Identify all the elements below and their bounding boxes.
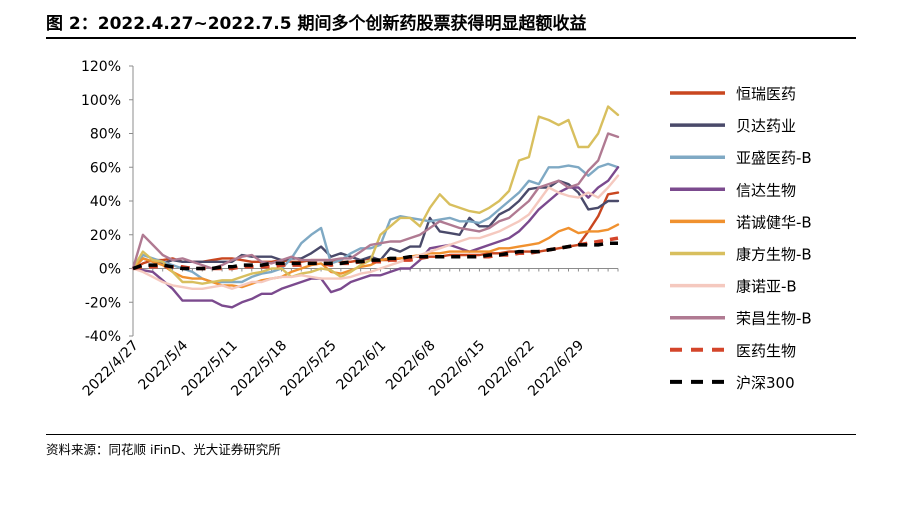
series-line-4 — [131, 166, 620, 309]
title-rule — [46, 37, 856, 39]
legend-label-5: 诺诚健华-B — [736, 213, 812, 231]
source-note: 资料来源：同花顺 iFinD、光大证券研究所 — [46, 442, 281, 457]
y-tick-label: 0% — [99, 262, 121, 278]
series-line-10 — [132, 241, 618, 271]
chart-series-lines — [131, 105, 620, 309]
legend-label-4: 信达生物 — [736, 181, 796, 199]
x-tick-label: 2022/6/1 — [333, 338, 389, 394]
legend-label-10: 沪深300 — [736, 374, 795, 392]
legend-label-6: 康方生物-B — [736, 246, 812, 264]
y-tick-label: 80% — [90, 127, 121, 143]
line-chart: -40% -20% 0% 20% 40% 60% 80% 100% 120% 2022/4/27 2… — [80, 59, 812, 400]
y-tick-label: 60% — [90, 160, 121, 176]
legend-label-8: 荣昌生物-B — [736, 310, 812, 328]
y-tick-label: 40% — [90, 194, 121, 210]
series-line-6 — [131, 105, 620, 285]
legend-label-2: 贝达药业 — [736, 117, 796, 135]
legend-label-7: 康诺亚-B — [736, 278, 797, 296]
y-tick-label: 100% — [81, 93, 121, 109]
x-tick-label: 2022/4/27 — [80, 338, 142, 400]
y-tick-label: -40% — [85, 329, 121, 345]
source-rule — [46, 434, 856, 435]
figure-title: 图 2：2022.4.27~2022.7.5 期间多个创新药股票获得明显超额收益 — [46, 14, 587, 34]
legend-label-3: 亚盛医药-B — [736, 149, 812, 167]
series-line-5 — [131, 223, 620, 289]
y-tick-label: 120% — [81, 59, 121, 75]
series-line-7 — [131, 174, 620, 290]
y-tick-label: -20% — [85, 295, 121, 311]
legend-label-1: 恒瑞医药 — [736, 85, 796, 103]
y-tick-label: 20% — [90, 228, 121, 244]
chart-axes: -40% -20% 0% 20% 40% 60% 80% 100% 120% 2022/4/27 2… — [80, 59, 619, 400]
series-line-3 — [131, 162, 620, 284]
legend-label-9: 医药生物 — [736, 342, 796, 360]
